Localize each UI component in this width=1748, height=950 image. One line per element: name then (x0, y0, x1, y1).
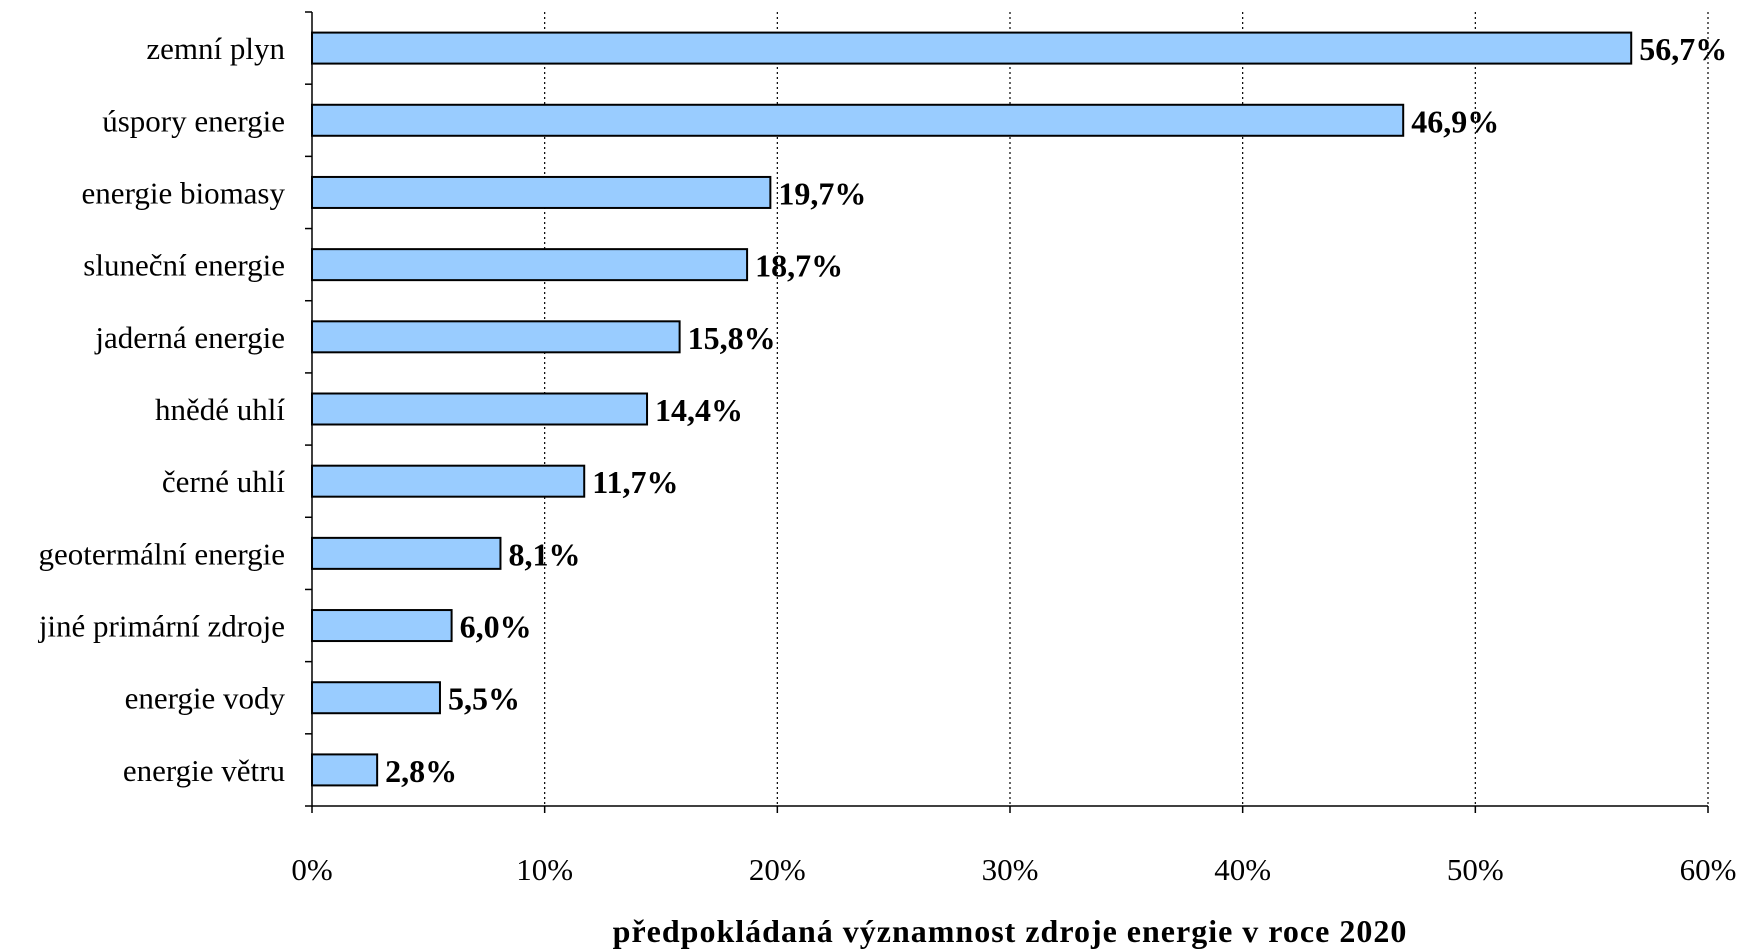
bar-1 (311, 103, 1405, 137)
bar-6 (311, 464, 586, 498)
bar-4 (311, 320, 681, 354)
category-label-8: jiné primární zdroje (38, 609, 285, 644)
bars (311, 31, 1633, 787)
category-label-1: úspory energie (102, 103, 285, 138)
x-tick-label-30: 30% (982, 852, 1039, 887)
bar-0 (311, 31, 1633, 65)
data-label-2: 19,7% (778, 175, 866, 211)
bar-3 (311, 248, 749, 282)
bar-9 (311, 681, 441, 715)
gridlines (544, 12, 1709, 806)
category-label-4: jaderná energie (94, 320, 285, 355)
x-tick-label-40: 40% (1214, 852, 1271, 887)
bar-10 (311, 753, 379, 787)
category-label-9: energie vody (125, 681, 286, 716)
data-label-5: 14,4% (655, 392, 743, 428)
bar-8 (311, 609, 453, 643)
axes (305, 11, 1709, 813)
bar-2 (311, 175, 772, 209)
bar-5 (311, 392, 649, 426)
data-label-0: 56,7% (1639, 31, 1727, 67)
x-tick-label-50: 50% (1447, 852, 1504, 887)
x-axis-title: předpokládaná významnost zdroje energie … (613, 913, 1408, 949)
category-label-6: černé uhlí (162, 464, 285, 499)
data-label-6: 11,7% (592, 464, 678, 500)
data-label-4: 15,8% (688, 320, 776, 356)
data-label-1: 46,9% (1411, 103, 1499, 139)
category-labels: zemní plyn úspory energie energie biomasy s… (38, 31, 286, 788)
category-label-0: zemní plyn (146, 31, 285, 66)
x-tick-label-20: 20% (749, 852, 806, 887)
category-label-10: energie větru (123, 753, 285, 788)
category-label-5: hnědé uhlí (155, 392, 285, 427)
data-label-10: 2,8% (385, 753, 457, 789)
x-tick-labels: 0% 10% 20% 30% 40% 50% 60% (291, 852, 1736, 887)
category-label-7: geotermální energie (39, 536, 285, 571)
bar-7 (311, 536, 502, 570)
x-tick-label-60: 60% (1680, 852, 1737, 887)
data-label-7: 8,1% (508, 536, 580, 572)
data-label-3: 18,7% (755, 248, 843, 284)
data-label-9: 5,5% (448, 681, 520, 717)
data-label-8: 6,0% (460, 609, 532, 645)
x-tick-label-10: 10% (516, 852, 573, 887)
category-label-2: energie biomasy (82, 175, 286, 210)
category-label-3: sluneční energie (83, 248, 285, 283)
x-tick-label-0: 0% (291, 852, 332, 887)
data-labels: 56,7% 46,9% 19,7% 18,7% 15,8% 14,4% 11,7% 8,1% 6… (385, 31, 1727, 789)
